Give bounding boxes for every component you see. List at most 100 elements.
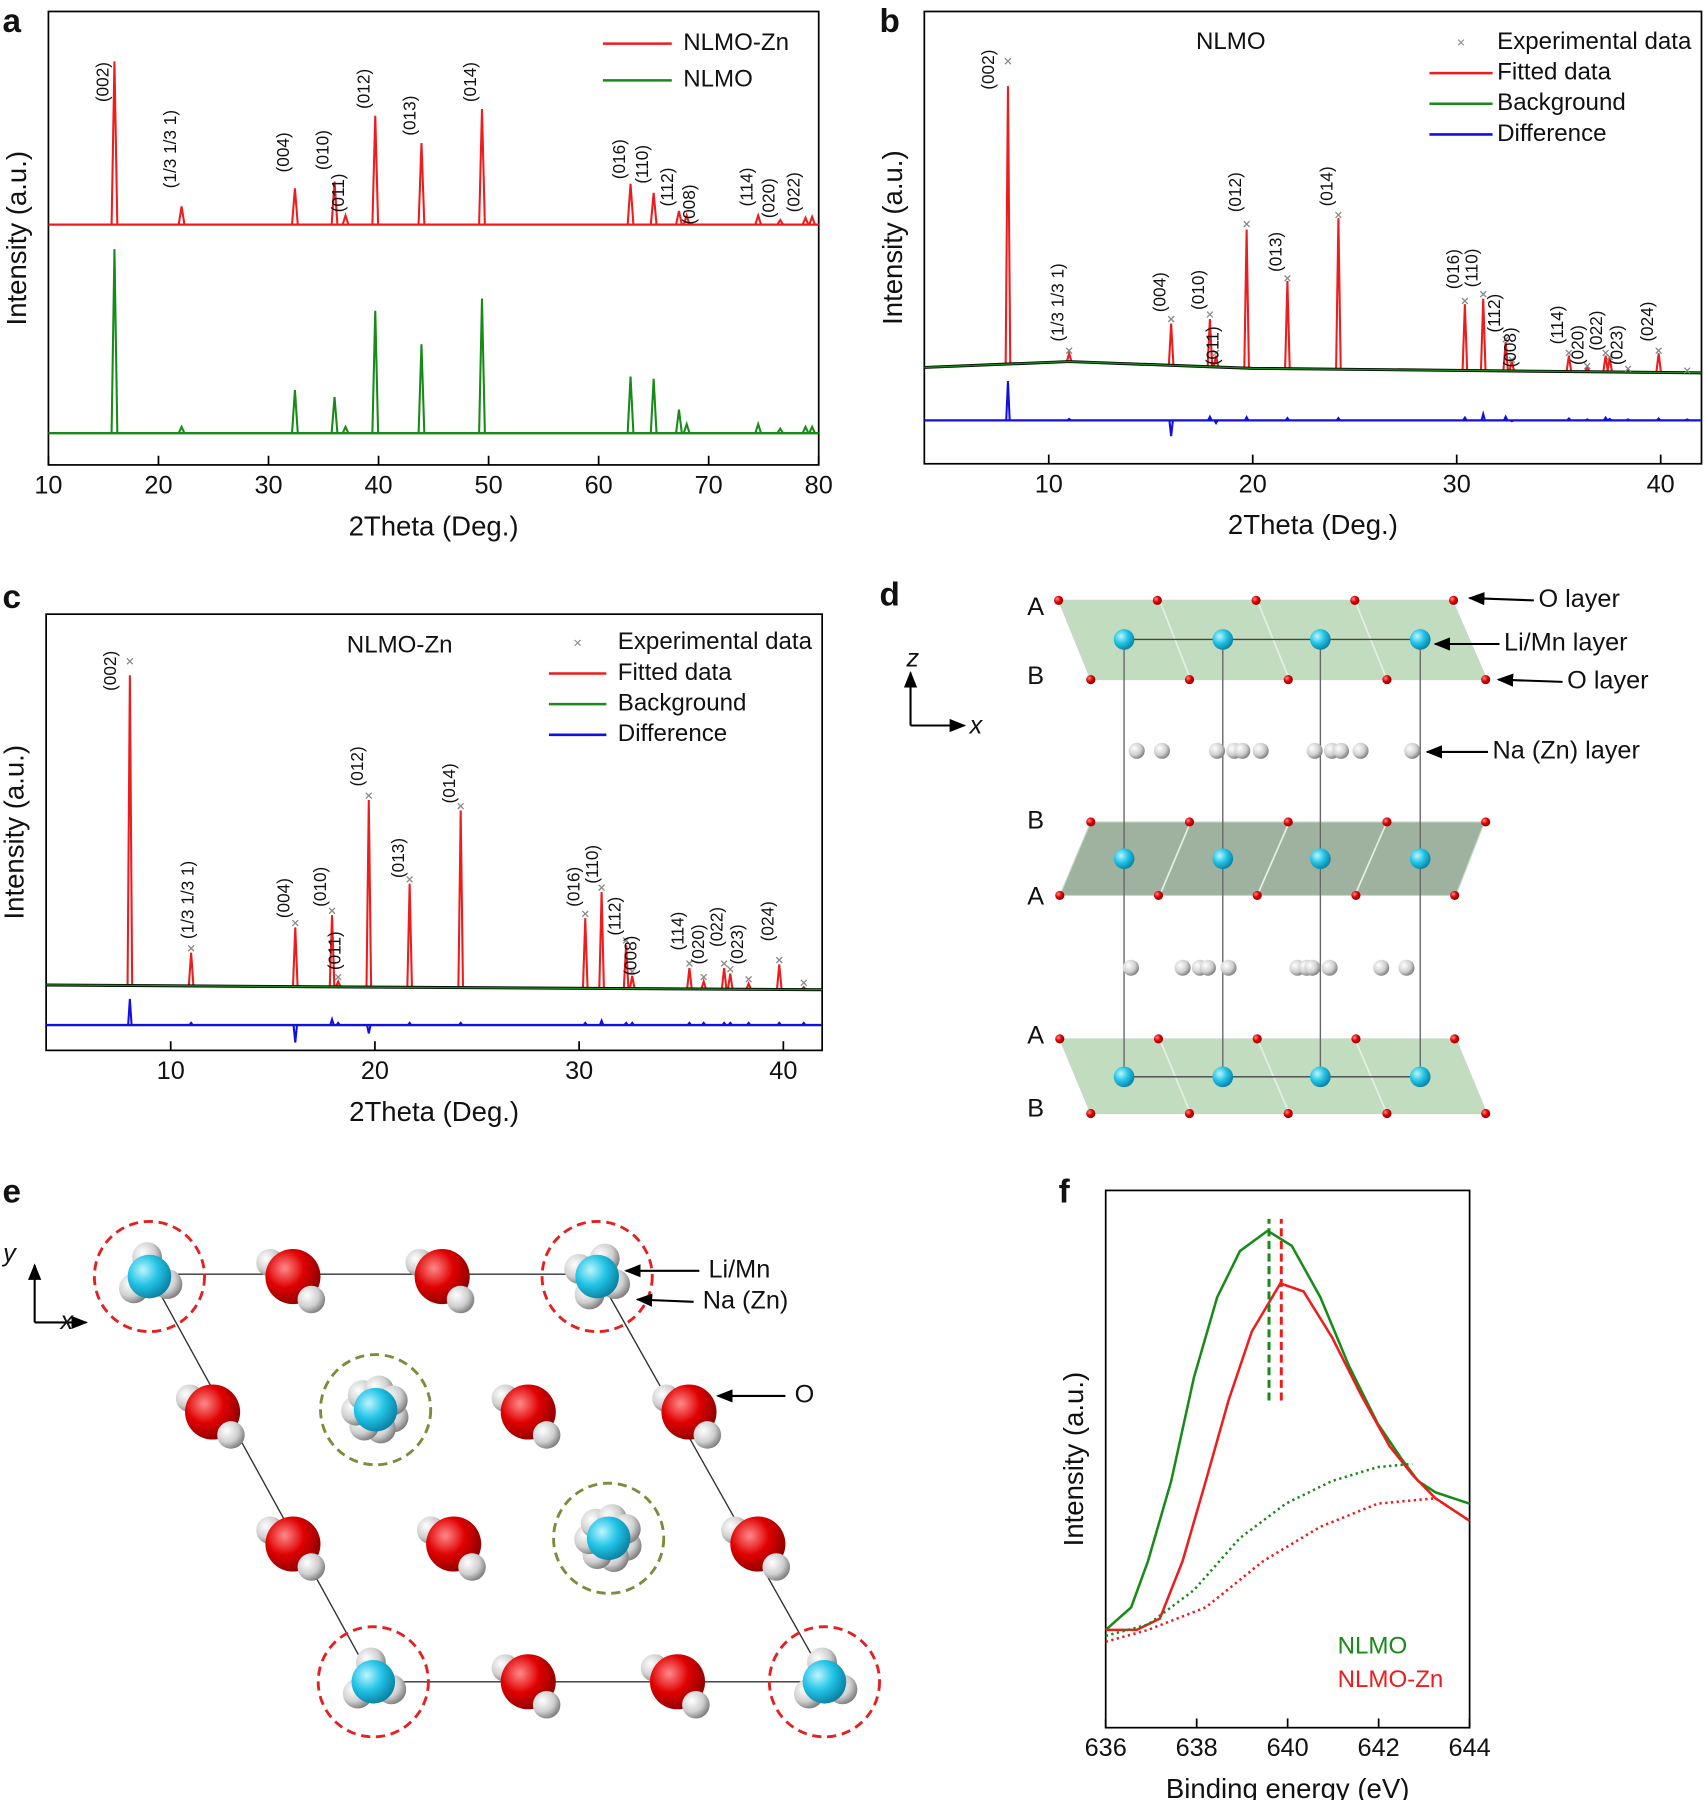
data-point — [1167, 315, 1175, 323]
peak-label: (023) — [1606, 325, 1626, 365]
data-point — [622, 937, 630, 944]
layer-letter: B — [1027, 1095, 1044, 1123]
legend-label: Difference — [1497, 120, 1606, 147]
peak — [1565, 355, 1573, 372]
arrow — [1496, 673, 1563, 687]
data-point — [1655, 347, 1662, 354]
hydrogen-like-atom — [682, 1690, 710, 1719]
data-point — [720, 960, 728, 967]
oxygen-atom — [1350, 595, 1360, 605]
background-line — [46, 984, 823, 991]
peak-label: (012) — [347, 746, 367, 786]
oxygen-atom — [1351, 1034, 1361, 1044]
peak — [754, 420, 763, 434]
slab-edge — [1158, 821, 1192, 896]
peak — [776, 218, 784, 226]
data-point — [126, 657, 134, 665]
x-axis-label: 2Theta (Deg.) — [349, 1096, 519, 1127]
legend-label: Fitted data — [1497, 58, 1611, 85]
peak — [649, 378, 658, 434]
site-ring — [316, 1625, 430, 1739]
peak-label: (1/3 1/3 1) — [1047, 263, 1067, 341]
sodium-atom — [1234, 742, 1251, 759]
x-axis-label: Binding energy (eV) — [1166, 1773, 1409, 1800]
peak — [365, 799, 373, 988]
oxygen-atom — [1481, 817, 1491, 827]
site-ring — [767, 1625, 881, 1739]
sodium-atom — [1174, 959, 1191, 976]
peak-label: (112) — [657, 168, 677, 207]
peak — [126, 675, 134, 986]
background-line — [924, 360, 1702, 374]
peak — [1284, 416, 1290, 421]
line — [1104, 1229, 1470, 1631]
peak — [371, 310, 380, 434]
transition-metal-atom — [802, 1659, 847, 1704]
sodium-atom — [1122, 959, 1139, 976]
layer-letter: A — [1027, 593, 1044, 621]
peak-label: (010) — [310, 867, 330, 907]
peak-label: (004) — [1149, 272, 1169, 312]
panel-label: c — [3, 579, 22, 616]
layer-letter: B — [1027, 662, 1044, 690]
peak-label: (013) — [388, 838, 408, 878]
layer-label: Na (Zn) layer — [1493, 737, 1640, 765]
peak — [1243, 229, 1250, 369]
legend-marker — [574, 639, 581, 647]
x-axis-label: 2Theta (Deg.) — [1228, 509, 1398, 540]
oxygen-atom — [1153, 1034, 1164, 1044]
peak-label: (016) — [609, 139, 629, 179]
peak-label: (112) — [604, 897, 624, 936]
hydrogen-like-atom — [446, 1285, 475, 1314]
peak-label: (008) — [679, 184, 699, 224]
peak — [581, 918, 589, 989]
site-ring — [92, 1219, 206, 1334]
peak-label: (002) — [93, 62, 113, 102]
peak-label: (112) — [1484, 294, 1504, 333]
peak — [188, 1021, 194, 1026]
peak — [417, 344, 426, 434]
x-tick-label: 640 — [1267, 1734, 1309, 1762]
transition-metal-atom — [1212, 629, 1234, 650]
peak — [1606, 357, 1614, 373]
legend-label: Background — [1497, 89, 1626, 116]
peak — [1625, 418, 1631, 422]
hydrogen-like-atom — [532, 1421, 561, 1449]
sodium-atom — [1209, 742, 1226, 759]
x-tick-label: 10 — [1035, 470, 1063, 498]
site-ring — [552, 1481, 666, 1595]
y-axis-label: Intensity (a.u.) — [877, 150, 908, 325]
data-point — [406, 876, 413, 883]
peak-label: (110) — [582, 845, 602, 884]
data-point — [1606, 353, 1613, 361]
transition-metal-atom — [575, 1254, 619, 1299]
line — [1105, 1281, 1471, 1632]
data-point — [581, 910, 589, 918]
oxygen-atom — [1382, 675, 1392, 685]
peak — [754, 212, 763, 225]
layer-letter: A — [1027, 1021, 1044, 1049]
peak-label: (022) — [706, 907, 726, 947]
peak — [727, 1021, 733, 1026]
oxygen-atom — [1055, 890, 1065, 900]
oxygen-atom — [1481, 1108, 1491, 1119]
legend-label: NLMO-Zn — [683, 29, 789, 56]
y-axis-label: Intensity (a.u.) — [1058, 1372, 1089, 1547]
peak — [110, 249, 119, 434]
peak-label: (010) — [313, 130, 333, 170]
x-tick-label: 40 — [365, 471, 393, 499]
x-tick-label: 10 — [157, 1057, 185, 1085]
peak — [371, 115, 380, 225]
transition-metal-atom — [127, 1254, 172, 1299]
oxygen-atom — [1252, 890, 1262, 900]
x-tick-label: 80 — [805, 471, 833, 499]
oxygen-atom — [1086, 1108, 1096, 1119]
peak — [328, 915, 336, 987]
peak — [1508, 361, 1516, 372]
data-point — [745, 976, 752, 983]
peak-label: (114) — [668, 912, 688, 951]
transition-metal-atom — [1409, 629, 1431, 650]
data-point — [775, 956, 783, 964]
transition-metal-atom — [586, 1516, 631, 1561]
